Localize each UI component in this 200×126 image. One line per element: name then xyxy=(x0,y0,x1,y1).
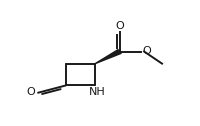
Text: O: O xyxy=(143,46,151,56)
Text: NH: NH xyxy=(89,87,106,97)
Polygon shape xyxy=(95,50,121,64)
Text: O: O xyxy=(115,21,124,31)
Text: O: O xyxy=(26,87,35,97)
